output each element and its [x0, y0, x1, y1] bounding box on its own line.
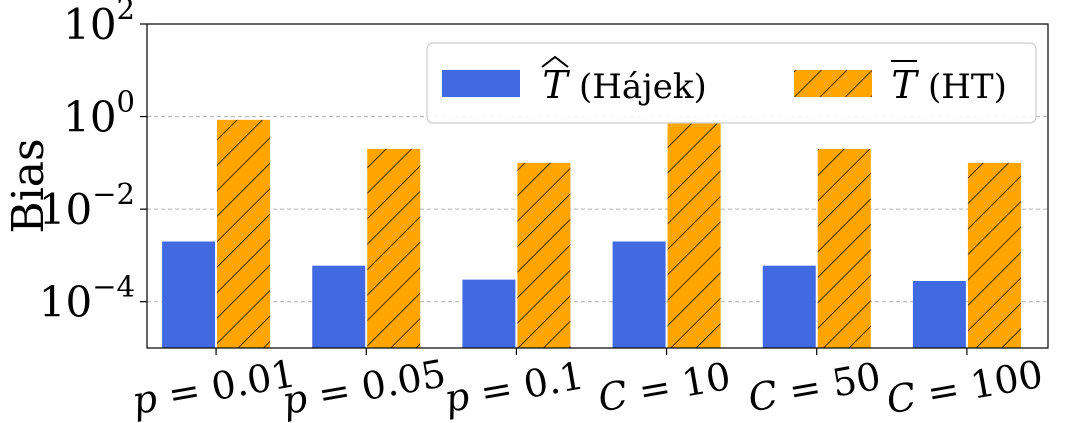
legend-label-hajek: (Hájek) — [579, 67, 707, 107]
x-tick-label: p = 0.1 — [441, 353, 587, 421]
legend-label-ht: (HT) — [928, 67, 1007, 107]
plot-frame — [146, 23, 1049, 349]
x-axis-ticks: p = 0.01p = 0.05p = 0.1 C = 10 C = 50 C = 1… — [129, 348, 1046, 423]
gridlines — [147, 116, 1048, 303]
hajek-bar — [162, 241, 216, 348]
y-axis-label: Bias — [3, 138, 54, 233]
hajek-bar — [912, 281, 966, 348]
legend: T (Hájek) T (HT) — [426, 42, 1037, 124]
legend-box — [426, 42, 1037, 124]
y-tick-label: 10−2 — [39, 177, 135, 234]
x-tick-label: p = 0.01 — [129, 351, 299, 423]
x-tick-label: C = 10 — [595, 354, 734, 421]
ht-bar-hatch — [217, 119, 271, 349]
bars — [162, 119, 1021, 349]
legend-swatch-hajek — [442, 70, 520, 97]
legend-swatch-hatch — [794, 70, 872, 97]
hat-accent — [541, 55, 569, 68]
y-tick-label: 10−4 — [39, 270, 135, 327]
ht-bar-hatch — [517, 162, 571, 348]
legend-symbol: T — [891, 63, 919, 107]
y-tick-label: 102 — [63, 0, 135, 49]
hajek-bar — [612, 241, 666, 348]
y-tick-label: 100 — [63, 85, 135, 142]
hajek-bar — [762, 265, 816, 348]
hajek-bar — [462, 279, 516, 348]
hajek-bar — [312, 265, 366, 348]
x-tick-label: p = 0.05 — [279, 351, 449, 423]
x-tick-label: C = 50 — [745, 354, 884, 421]
x-tick-label: C = 100 — [883, 352, 1046, 423]
ht-bar-hatch — [367, 148, 421, 348]
legend-symbol: T — [542, 63, 570, 107]
ht-bar-hatch — [667, 122, 721, 348]
ht-bar-hatch — [967, 162, 1021, 348]
ht-bar-hatch — [817, 148, 871, 348]
y-axis-ticks: 10−4 10−2 100 102 — [39, 0, 147, 327]
